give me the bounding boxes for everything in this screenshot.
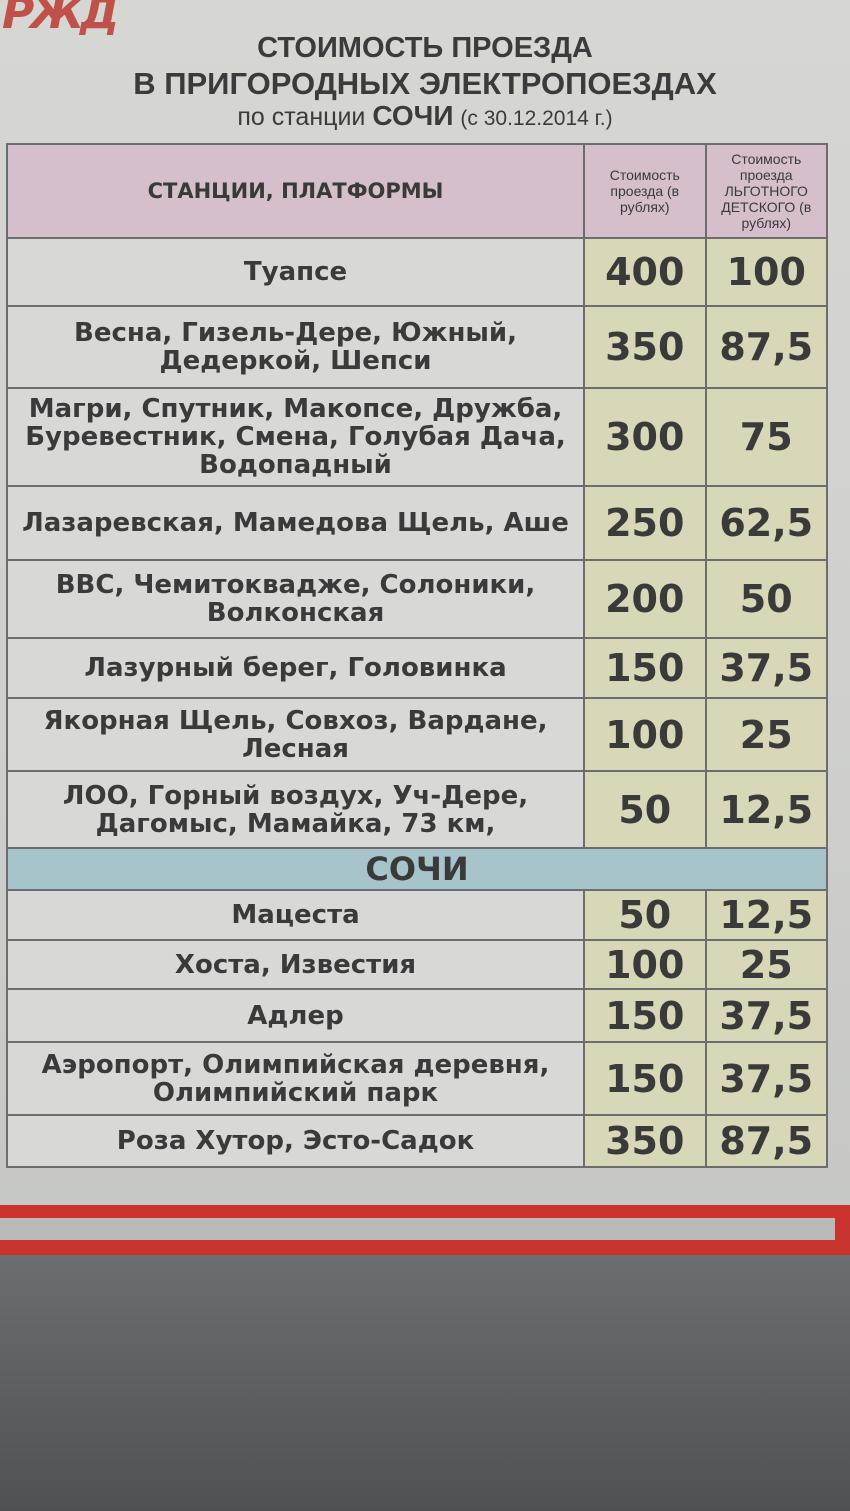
fare-table: СТАНЦИИ, ПЛАТФОРМЫ Стоимость проезда (в …	[5, 143, 828, 1168]
station-names: Туапсе	[5, 237, 586, 307]
wall-below	[0, 1255, 850, 1511]
table-row: Лазурный берег, Головинка 150 37,5	[5, 637, 828, 699]
child-fare-value: 37,5	[704, 1041, 828, 1116]
fare-poster: РЖД СТОИМОСТЬ ПРОЕЗДА В ПРИГОРОДНЫХ ЭЛЕК…	[0, 0, 850, 1220]
child-fare-value: 100	[704, 237, 828, 307]
child-fare-value: 75	[704, 387, 828, 487]
fare-value: 200	[583, 559, 707, 639]
title-line-3: по станции СОЧИ (с 30.12.2014 г.)	[0, 100, 850, 132]
table-row: ЛОО, Горный воздух, Уч-Дере, Дагомыс, Ма…	[5, 770, 828, 849]
station-names: Хоста, Известия	[5, 939, 586, 990]
sochi-divider: СОЧИ	[6, 847, 828, 891]
sochi-divider-row: СОЧИ	[6, 847, 828, 891]
station-names: Якорная Щель, Совхоз, Вардане, Лесная	[5, 697, 586, 772]
fare-value: 150	[583, 637, 707, 699]
table-row: Хоста, Известия 100 25	[5, 939, 828, 990]
fare-value: 300	[583, 387, 707, 487]
fare-value: 150	[583, 988, 707, 1043]
fare-value: 100	[583, 697, 707, 772]
table-row: Лазаревская, Мамедова Щель, Аше 250 62,5	[5, 485, 828, 561]
frame-inner	[0, 1218, 835, 1240]
station-names: Аэропорт, Олимпийская деревня, Олимпийск…	[5, 1041, 586, 1116]
child-fare-value: 87,5	[704, 1114, 828, 1168]
child-fare-value: 37,5	[704, 637, 828, 699]
header-row: СТАНЦИИ, ПЛАТФОРМЫ Стоимость проезда (в …	[5, 143, 828, 239]
fare-value: 350	[583, 1114, 707, 1168]
child-fare-value: 50	[704, 559, 828, 639]
child-fare-value: 12,5	[704, 889, 828, 941]
table-row: Аэропорт, Олимпийская деревня, Олимпийск…	[5, 1041, 828, 1116]
fare-value: 350	[583, 305, 707, 389]
fare-value: 150	[583, 1041, 707, 1116]
child-fare-value: 87,5	[704, 305, 828, 389]
station-names: Магри, Спутник, Макопсе, Дружба, Буревес…	[5, 387, 586, 487]
child-fare-value: 12,5	[704, 770, 828, 849]
table-row: Мацеста 50 12,5	[5, 889, 828, 941]
fare-value: 400	[583, 237, 707, 307]
table-row: Весна, Гизель-Дере, Южный, Дедеркой, Шеп…	[5, 305, 828, 389]
table-row: Адлер 150 37,5	[5, 988, 828, 1043]
header-stations: СТАНЦИИ, ПЛАТФОРМЫ	[5, 143, 586, 239]
title-prefix: по станции	[237, 103, 366, 131]
station-names: ЛОО, Горный воздух, Уч-Дере, Дагомыс, Ма…	[5, 770, 586, 849]
table-row: Якорная Щель, Совхоз, Вардане, Лесная 100…	[5, 697, 828, 772]
table-row: Магри, Спутник, Макопсе, Дружба, Буревес…	[5, 387, 828, 487]
station-names: Весна, Гизель-Дере, Южный, Дедеркой, Шеп…	[5, 305, 586, 389]
station-names: ВВС, Чемитоквадже, Солоники, Волконская	[5, 559, 586, 639]
title-line-1: СТОИМОСТЬ ПРОЕЗДА	[257, 32, 593, 64]
fare-value: 100	[583, 939, 707, 990]
child-fare-value: 25	[704, 939, 828, 990]
station-names: Мацеста	[5, 889, 586, 941]
child-fare-value: 25	[704, 697, 828, 772]
header-fare: Стоимость проезда (в рублях)	[583, 143, 707, 239]
table-row: Туапсе 400 100	[5, 237, 828, 307]
table-row: Роза Хутор, Эсто-Садок 350 87,5	[5, 1114, 828, 1168]
rzd-logo: РЖД	[2, 0, 119, 39]
fare-value: 250	[583, 485, 707, 561]
station-names: Адлер	[5, 988, 586, 1043]
station-names: Лазаревская, Мамедова Щель, Аше	[5, 485, 586, 561]
title-date: (с 30.12.2014 г.)	[460, 107, 613, 130]
fare-value: 50	[583, 889, 707, 941]
fare-value: 50	[583, 770, 707, 849]
child-fare-value: 62,5	[704, 485, 828, 561]
station-names: Лазурный берег, Головинка	[5, 637, 586, 699]
station-names: Роза Хутор, Эсто-Садок	[5, 1114, 586, 1168]
table-row: ВВС, Чемитоквадже, Солоники, Волконская 2…	[5, 559, 828, 639]
header-child-fare: Стоимость проезда ЛЬГОТНОГО ДЕТСКОГО (в …	[704, 143, 828, 239]
child-fare-value: 37,5	[704, 988, 828, 1043]
title-line-2: В ПРИГОРОДНЫХ ЭЛЕКТРОПОЕЗДАХ	[133, 66, 717, 101]
title-station: СОЧИ	[372, 100, 454, 131]
